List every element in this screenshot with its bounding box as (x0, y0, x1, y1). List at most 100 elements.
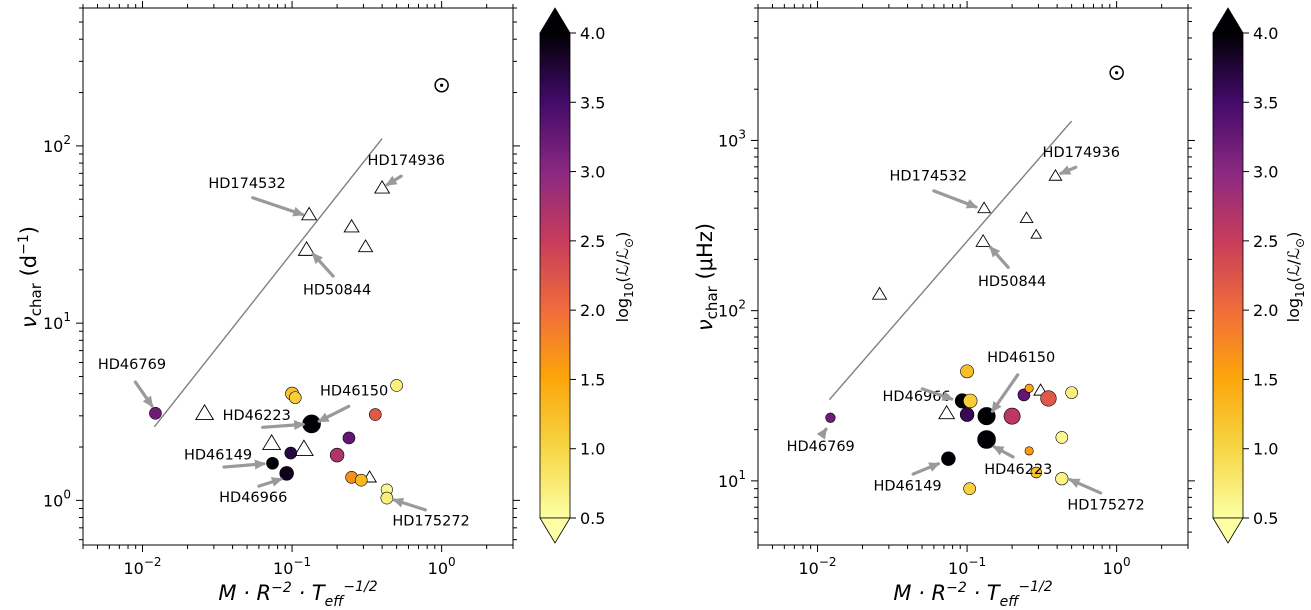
right-triangle-point (977, 201, 992, 214)
left-colorbar-tick-label: 0.5 (580, 509, 605, 528)
left-colorbar-ticks: 0.5 1.0 1.5 2.0 2.5 3.0 3.5 4.0 (570, 24, 605, 528)
right-annotation-label: HD50844 (978, 274, 1046, 290)
left-colorbar-tick-label: 2.5 (580, 232, 605, 251)
left-annotation-label: HD50844 (303, 283, 371, 299)
right-annotation-label: HD46149 (873, 478, 941, 494)
right-y-tick-label: 103 (718, 127, 746, 150)
left-circle-point (354, 473, 368, 487)
right-annotation-arrowhead (992, 445, 1005, 456)
right-circle-point (1003, 407, 1021, 425)
right-circle-point (825, 412, 836, 423)
right-annotation-arrowhead (928, 462, 941, 472)
left-triangle-point (297, 241, 316, 256)
left-y-tick-label: 101 (43, 310, 71, 333)
right-colorbar-body (1212, 32, 1244, 519)
left-triangle-point (262, 433, 282, 451)
right-trend-line (828, 120, 1073, 401)
left-sun-marker-dot (440, 83, 444, 87)
left-circle-point (288, 391, 302, 404)
left-colorbar: 0.5 1.0 1.5 2.0 2.5 3.0 3.5 4.0 log10(ℒ/ℒ⊙) (539, 7, 636, 544)
left-triangle-point (194, 404, 215, 421)
right-circle-point (941, 451, 956, 466)
right-colorbar-tick-label: 3.5 (1253, 93, 1278, 112)
left-plot-content: HD174532 HD174936 HD50844 HD46769 HD46150 HD4… (98, 77, 470, 530)
left-y-axis-label: νchar (d−1) (16, 226, 45, 328)
left-annotation-label: HD46150 (320, 384, 388, 400)
left-colorbar-tick-label: 1.0 (580, 440, 605, 459)
right-circle-point (963, 482, 976, 495)
right-annotation-label: HD46150 (987, 350, 1055, 366)
right-circle-point (960, 364, 974, 379)
left-colorbar-body (539, 32, 571, 519)
left-circle-point (329, 447, 345, 463)
right-y-tick-label: 102 (718, 298, 746, 321)
left-axis-ticks: 10−2 10−1 100 100 101 102 (43, 1, 520, 578)
right-chart-panel: 10−2 10−1 100 101 102 103 HD174532 HD174936 HD5… (693, 1, 1307, 610)
left-annotation-arrowhead (392, 497, 405, 508)
right-triangle-point (1019, 211, 1034, 223)
right-circle-point (1055, 472, 1069, 486)
right-circle-point (1024, 446, 1034, 456)
left-circle-point (284, 446, 298, 460)
left-circle-point (279, 466, 294, 481)
left-annotation-arrowhead (311, 252, 323, 265)
left-colorbar-label: log10(ℒ/ℒ⊙) (613, 232, 636, 323)
right-annotation-arrowhead (941, 391, 954, 401)
right-annotation-label: HD46966 (883, 389, 951, 405)
right-colorbar-ticks: 0.5 1.0 1.5 2.0 2.5 3.0 3.5 4.0 (1243, 24, 1278, 528)
left-annotation-arrowhead (254, 459, 266, 470)
right-colorbar-tick-label: 0.5 (1253, 509, 1278, 528)
right-annotation-arrowhead (989, 245, 1001, 258)
right-x-tick-label: 10−2 (798, 555, 836, 578)
right-colorbar: 0.5 1.0 1.5 2.0 2.5 3.0 3.5 4.0 log10(ℒ/ℒ⊙) (1212, 7, 1307, 544)
right-circle-point (1024, 383, 1034, 393)
right-annotation-arrowhead (816, 427, 828, 440)
right-x-axis-label: M · R−2 · Teff−1/2 (893, 579, 1052, 610)
left-colorbar-tick-label: 3.0 (580, 163, 605, 182)
left-annotation-label: HD174532 (208, 176, 285, 192)
left-annotation-arrowhead (292, 206, 305, 217)
right-circle-point (1065, 386, 1078, 399)
right-circle-point (959, 407, 975, 422)
left-triangle-point (357, 239, 374, 253)
right-triangle-point (1030, 228, 1043, 239)
right-colorbar-bottom-extension (1212, 517, 1244, 544)
left-colorbar-top-extension (539, 7, 571, 34)
right-triangle-point (1048, 168, 1063, 181)
right-triangle-point (975, 233, 991, 247)
left-x-axis-label: M · R−2 · Teff−1/2 (218, 579, 377, 610)
left-annotation-arrowhead (317, 412, 330, 423)
right-circle-point (963, 393, 978, 409)
right-sun-marker-dot (1115, 71, 1119, 75)
right-colorbar-label: log10(ℒ/ℒ⊙) (1284, 232, 1307, 323)
right-colorbar-top-extension (1212, 7, 1244, 34)
left-x-tick-label: 100 (428, 555, 456, 578)
left-circle-point (368, 408, 382, 421)
right-annotation-arrowhead (1068, 478, 1081, 488)
left-colorbar-bottom-extension (539, 517, 571, 544)
right-annotation-label: HD174936 (1043, 145, 1120, 161)
right-colorbar-tick-label: 1.5 (1253, 370, 1278, 389)
left-annotation-arrowhead (385, 175, 398, 186)
left-triangle-point (343, 218, 360, 233)
right-triangle-point (871, 286, 888, 300)
right-annotation-label: HD175272 (1067, 497, 1144, 513)
right-annotation-arrowhead (965, 199, 978, 209)
right-colorbar-tick-label: 1.0 (1253, 440, 1278, 459)
left-triangle-point (293, 439, 314, 456)
right-annotation-label: HD46769 (787, 439, 855, 455)
left-circle-point (266, 456, 279, 470)
left-triangle-point (300, 206, 318, 221)
right-colorbar-tick-label: 2.5 (1253, 232, 1278, 251)
left-sun-marker (434, 77, 449, 93)
right-x-tick-label: 10−1 (948, 555, 986, 578)
left-circle-point (380, 491, 394, 505)
left-annotation-arrowhead (293, 420, 306, 431)
left-y-tick-label: 102 (43, 133, 71, 156)
left-colorbar-tick-label: 3.5 (580, 93, 605, 112)
left-annotation-label: HD46769 (98, 357, 166, 373)
left-annotation-label: HD175272 (392, 514, 469, 530)
right-circle-point (1030, 466, 1042, 479)
right-x-tick-label: 100 (1103, 555, 1131, 578)
